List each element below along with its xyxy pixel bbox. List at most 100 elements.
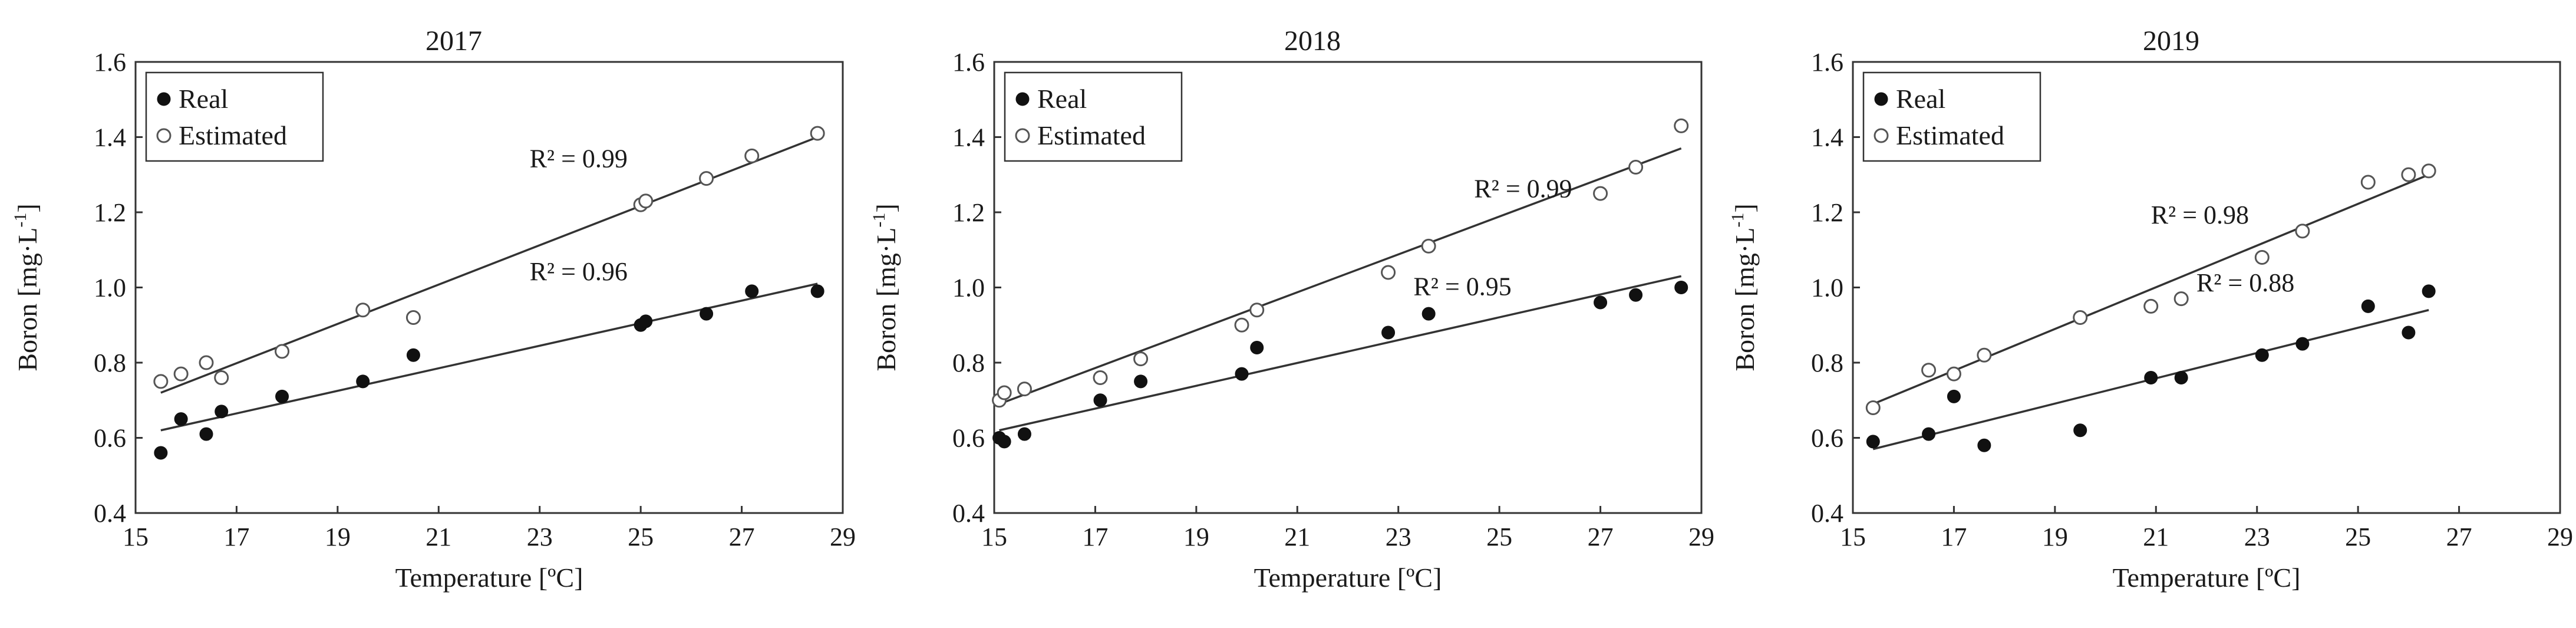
point-real: [810, 284, 824, 298]
y-axis-title-main: Boron [mg·L: [871, 228, 901, 371]
y-axis-title-close: ]: [871, 203, 901, 212]
chart-title-2018: 2018: [1284, 25, 1341, 57]
point-real: [1093, 393, 1107, 407]
point-real: [2295, 337, 2310, 351]
point-estimated: [2401, 167, 2416, 182]
point-real: [275, 389, 289, 403]
point-estimated: [2073, 310, 2088, 325]
point-estimated: [199, 355, 214, 370]
legend-box: [1862, 71, 2041, 162]
y-tick-label: 0.6: [94, 424, 126, 453]
r2-label-real: R² = 0.95: [1413, 272, 1511, 301]
y-tick-label: 1.4: [1811, 123, 1843, 152]
y-axis-title-close: ]: [1730, 203, 1760, 212]
x-tick-label: 27: [729, 522, 755, 551]
point-estimated: [1674, 118, 1689, 133]
point-real: [154, 446, 168, 460]
x-tick-label: 15: [1840, 522, 1866, 551]
chart-svg-2018: 15 17 19 21 23 25 27 29 0.4 0.6 0.8 1.0 1.2 1.4 1.6 Tem…: [869, 48, 1714, 593]
point-real: [2255, 348, 2269, 362]
point-estimated: [173, 366, 189, 382]
point-estimated: [2143, 298, 2159, 314]
point-real: [1235, 367, 1249, 381]
legend-marker-estimated: [1015, 128, 1030, 143]
point-estimated: [214, 370, 229, 385]
legend-marker-real: [1015, 92, 1030, 106]
x-tick-label: 29: [1688, 522, 1714, 551]
y-axis-title: Boron [mg·L-1]: [869, 203, 901, 371]
y-tick-label: 0.8: [1811, 348, 1843, 377]
point-real: [639, 314, 653, 328]
y-axis-title-sup: -1: [1728, 213, 1747, 228]
point-estimated: [1977, 347, 1992, 363]
point-estimated: [1865, 400, 1881, 415]
x-tick-label: 17: [1082, 522, 1108, 551]
y-tick-label: 0.8: [94, 348, 126, 377]
y-axis-title-main: Boron [mg·L: [12, 228, 42, 371]
point-estimated: [997, 385, 1012, 400]
point-real: [2361, 299, 2375, 313]
point-real: [1977, 438, 1991, 452]
chart-panel-2017: 15 17 19 21 23 25 27 29 0.4 0.6 0.8 1.0 1.2 1.4 1.6 Tem…: [0, 0, 859, 628]
point-estimated: [1946, 366, 1961, 382]
x-tick-label: 23: [527, 522, 553, 551]
chart-svg-2017: 15 17 19 21 23 25 27 29 0.4 0.6 0.8 1.0 1.2 1.4 1.6 Tem…: [11, 48, 856, 593]
x-tick-label: 29: [830, 522, 856, 551]
x-axis-title: Temperature [ºC]: [2113, 563, 2301, 593]
x-tick-label: 21: [2143, 522, 2169, 551]
y-axis-title-main: Boron [mg·L: [1730, 228, 1760, 371]
trendline-real: [160, 282, 818, 432]
y-axis-title-sup: -1: [11, 213, 30, 228]
point-real: [2144, 371, 2158, 384]
point-estimated: [2295, 223, 2310, 239]
x-tick-label: 23: [2244, 522, 2270, 551]
point-real: [1381, 325, 1396, 340]
x-tick-label: 29: [2547, 522, 2573, 551]
x-tick-label: 21: [1284, 522, 1310, 551]
y-tick-label: 0.8: [952, 348, 985, 377]
legend-marker-estimated: [1874, 128, 1889, 143]
point-real: [700, 307, 714, 321]
y-tick-label: 1.2: [952, 198, 985, 227]
y-tick-label: 1.0: [94, 274, 126, 303]
point-real: [199, 427, 213, 441]
legend-label-estimated: Estimated: [1896, 120, 2004, 150]
legend-box: [1004, 71, 1183, 162]
r2-label-estimated: R² = 0.98: [2151, 200, 2249, 229]
point-estimated: [1381, 265, 1396, 280]
point-real: [356, 374, 370, 389]
point-real: [1866, 435, 1880, 449]
legend-marker-estimated: [156, 128, 171, 143]
y-tick-label: 1.0: [1811, 274, 1843, 303]
point-estimated: [2173, 291, 2189, 307]
y-tick-label: 1.6: [952, 48, 985, 77]
legend-label-real: Real: [179, 84, 228, 114]
point-real: [2174, 371, 2188, 384]
point-estimated: [1093, 370, 1108, 385]
chart-title-2019: 2019: [2143, 25, 2199, 57]
point-estimated: [1921, 363, 1937, 378]
point-estimated: [2254, 250, 2270, 265]
y-tick-label: 1.6: [1811, 48, 1843, 77]
y-axis-title-sup: -1: [869, 213, 889, 228]
trendline-estimated: [998, 147, 1682, 405]
x-tick-label: 15: [123, 522, 149, 551]
y-tick-label: 1.2: [94, 198, 126, 227]
point-real: [1674, 281, 1688, 294]
trendline-real: [999, 275, 1682, 432]
y-tick-label: 0.6: [1811, 424, 1843, 453]
y-tick-label: 1.2: [1811, 198, 1843, 227]
y-tick-label: 1.4: [94, 123, 126, 152]
point-estimated: [1017, 382, 1032, 397]
legend-marker-real: [157, 92, 171, 106]
point-real: [745, 284, 759, 298]
x-tick-label: 19: [1183, 522, 1209, 551]
y-tick-label: 0.4: [1811, 499, 1843, 528]
x-tick-label: 19: [325, 522, 351, 551]
x-axis-title: Temperature [ºC]: [395, 563, 583, 593]
y-tick-label: 1.6: [94, 48, 126, 77]
x-tick-label: 17: [1941, 522, 1967, 551]
y-tick-label: 0.4: [952, 499, 985, 528]
y-axis-title: Boron [mg·L-1]: [1728, 203, 1760, 371]
point-estimated: [638, 193, 654, 209]
